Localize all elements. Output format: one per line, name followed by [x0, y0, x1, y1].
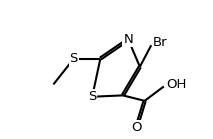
- Text: S: S: [70, 52, 78, 65]
- Text: Br: Br: [153, 36, 167, 49]
- Text: OH: OH: [166, 78, 187, 91]
- Text: S: S: [88, 90, 96, 103]
- Text: O: O: [131, 121, 142, 134]
- Text: N: N: [123, 33, 133, 46]
